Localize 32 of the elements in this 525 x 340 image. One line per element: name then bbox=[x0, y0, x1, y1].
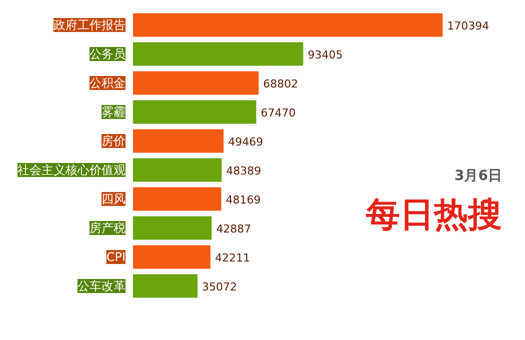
bar bbox=[133, 158, 222, 182]
data-label: 42887 bbox=[216, 222, 252, 236]
data-label: 35072 bbox=[202, 280, 238, 294]
bar bbox=[133, 129, 224, 153]
bar bbox=[133, 42, 304, 66]
data-label: 93405 bbox=[308, 48, 343, 62]
bar bbox=[133, 274, 198, 298]
y-tick-label: 政府工作报告 bbox=[54, 18, 126, 32]
y-tick-label: 房产税 bbox=[90, 221, 126, 235]
data-label: 48169 bbox=[226, 194, 261, 206]
y-tick-label: 四风 bbox=[102, 192, 126, 206]
data-label: 170394 bbox=[447, 20, 490, 32]
text: 每日热搜 bbox=[364, 194, 502, 235]
bar bbox=[133, 187, 222, 211]
data-label: 67470 bbox=[260, 106, 296, 120]
data-label: 68802 bbox=[263, 78, 298, 90]
bar bbox=[133, 71, 259, 95]
bar bbox=[133, 245, 210, 269]
text: 3月6日 bbox=[454, 168, 502, 184]
y-tick-label: 公车改革 bbox=[78, 279, 126, 293]
y-tick-label: 公积金 bbox=[90, 76, 126, 90]
y-tick-label: 雾霾 bbox=[102, 105, 126, 119]
y-tick-label: 公务员 bbox=[90, 47, 126, 61]
y-tick-label: CPI bbox=[106, 250, 126, 264]
bar bbox=[133, 13, 443, 37]
data-label: 42211 bbox=[214, 252, 250, 264]
bar bbox=[133, 216, 212, 240]
y-tick-label: 房价 bbox=[102, 134, 126, 148]
data-label: 49469 bbox=[228, 136, 264, 148]
y-tick-label: 社会主义核心价值观 bbox=[18, 163, 126, 177]
bar bbox=[133, 100, 256, 124]
data-label: 48389 bbox=[226, 164, 262, 178]
